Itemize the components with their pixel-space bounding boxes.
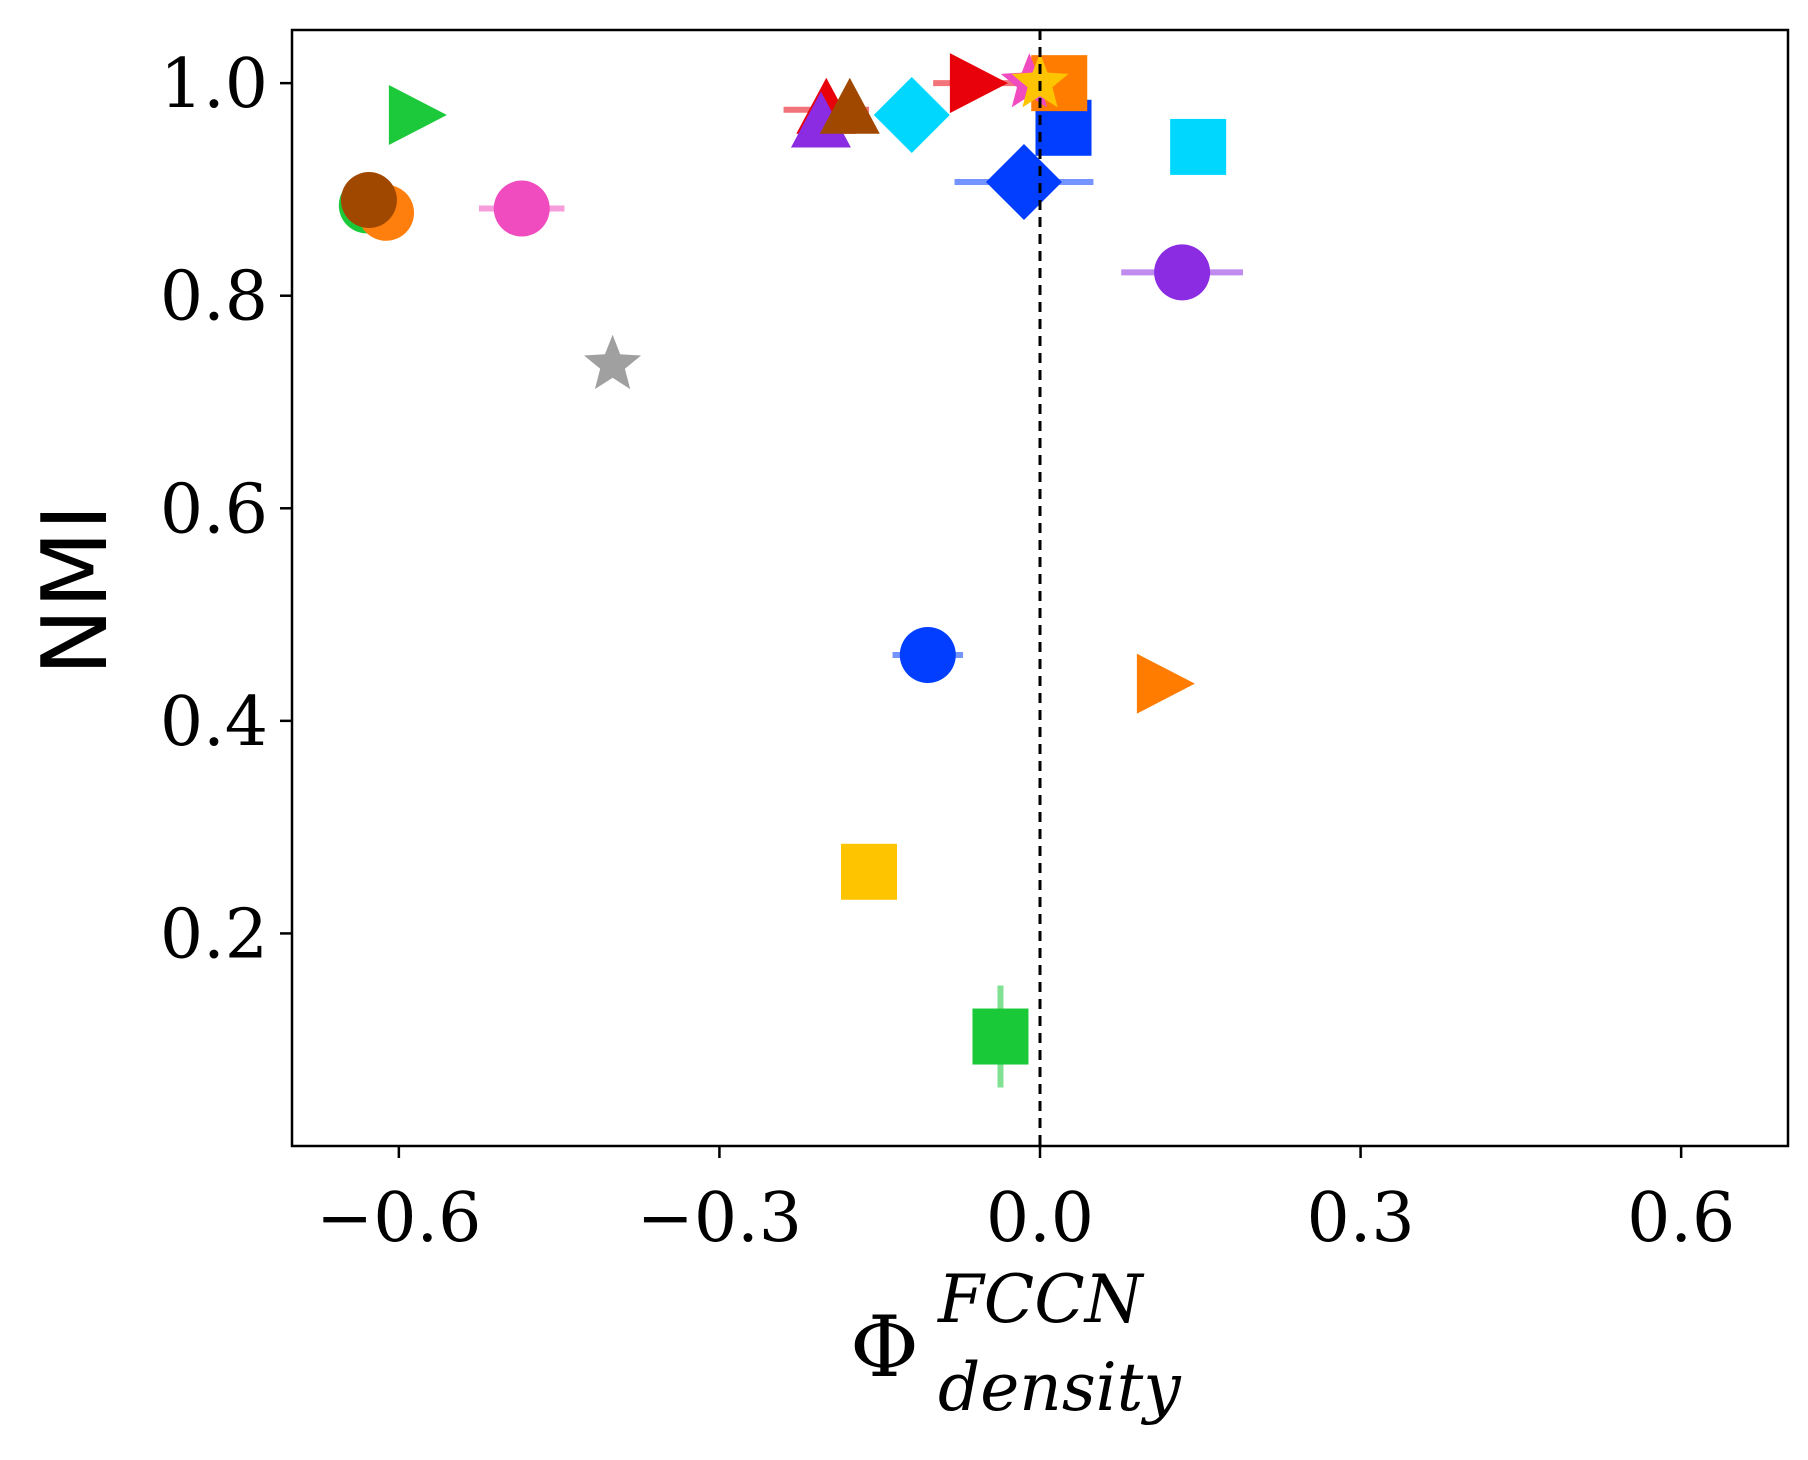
x-tick-label: 0.3 <box>1306 1179 1414 1258</box>
x-axis-label-symbol: Φ <box>850 1298 919 1396</box>
x-tick-label: −0.3 <box>637 1179 802 1258</box>
y-tick-label: 0.2 <box>160 895 268 974</box>
y-tick-label: 1.0 <box>160 45 268 124</box>
brown-triangle-up <box>819 77 880 134</box>
x-axis-label: Φ FCCN density <box>850 1261 1181 1426</box>
x-axis-label-subscript: density <box>938 1349 1181 1426</box>
y-axis-ticks: 0.2 0.4 0.6 0.8 1.0 <box>160 45 292 974</box>
cyan-square <box>1170 118 1227 175</box>
gray-star <box>584 334 642 390</box>
pink-circle <box>493 180 550 237</box>
green-square <box>972 1008 1029 1065</box>
y-tick-label: 0.8 <box>160 258 268 337</box>
y-tick-label: 0.4 <box>160 683 268 762</box>
yellow-star <box>1011 53 1069 108</box>
yellow-square <box>841 843 898 900</box>
red-triangle-right <box>949 53 1008 114</box>
x-tick-label: 0.0 <box>986 1179 1094 1258</box>
y-axis-label: NMI <box>23 504 128 676</box>
x-axis-ticks: −0.6 −0.3 0.0 0.3 0.6 <box>316 1146 1735 1258</box>
green-triangle-right <box>388 85 447 146</box>
brown-circle <box>340 172 397 229</box>
x-tick-label: 0.6 <box>1627 1179 1735 1258</box>
x-tick-label: −0.6 <box>316 1179 481 1258</box>
data-points <box>338 53 1244 1088</box>
cyan-diamond <box>873 77 950 154</box>
blue-circle <box>899 626 956 683</box>
orange-triangle-right <box>1136 653 1195 714</box>
purple-circle <box>1154 244 1211 301</box>
x-axis-label-superscript: FCCN <box>937 1261 1145 1338</box>
y-tick-label: 0.6 <box>160 470 268 549</box>
blue-diamond <box>985 143 1062 220</box>
